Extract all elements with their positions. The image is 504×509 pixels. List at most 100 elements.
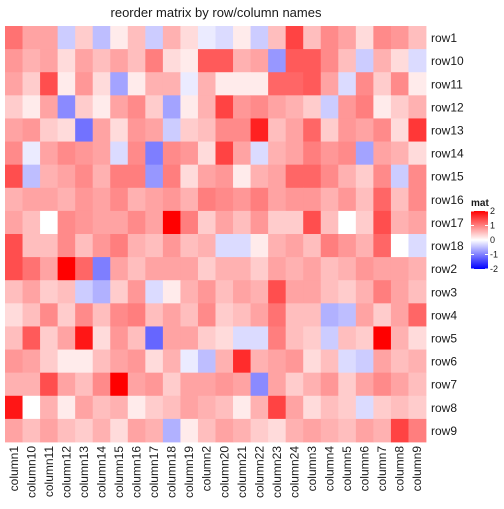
heatmap-cell-row2-column2 [197,257,216,281]
heatmap-cell-row11-column4 [320,72,339,96]
heatmap-cell-row10-column7 [373,49,392,73]
heatmap-cell-row7-column13 [75,372,94,397]
heatmap-cell-row17-column14 [92,210,111,235]
heatmap-cell-row3-column24 [285,280,304,304]
row-label-row15: row15 [431,170,464,184]
heatmap-cell-row4-column12 [57,303,76,327]
heatmap-cell-row12-column11 [40,95,59,119]
column-label-column10: column10 [24,446,38,498]
heatmap-cell-row18-column4 [320,234,339,258]
heatmap-cell-row1-column3 [303,26,322,50]
heatmap-cell-row12-column4 [320,95,339,119]
heatmap-cell-row12-column3 [303,95,322,119]
heatmap-cell-row2-column18 [162,257,181,281]
heatmap-cell-row5-column19 [180,326,199,350]
heatmap-cell-row17-column18 [162,210,181,235]
heatmap-cell-row1-column11 [40,26,59,50]
heatmap-cell-row8-column7 [373,395,392,420]
heatmap-cell-row17-column11 [40,210,59,235]
heatmap-cell-row4-column5 [338,303,357,327]
heatmap-cell-row9-column13 [75,418,94,443]
heatmap-cell-row15-column10 [22,164,41,189]
heatmap-cell-row6-column8 [390,349,409,374]
heatmap-cell-row3-column18 [162,280,181,304]
heatmap-cell-row16-column18 [162,187,181,212]
heatmap-cell-row9-column9 [408,418,427,443]
heatmap-cell-row14-column20 [215,141,234,166]
heatmap-cell-row13-column18 [162,118,181,142]
heatmap-cell-row10-column13 [75,49,94,73]
heatmap-cell-row18-column12 [57,234,76,258]
heatmap-cell-row5-column3 [303,326,322,350]
heatmap-cell-row2-column24 [285,257,304,281]
heatmap-cell-row12-column12 [57,95,76,119]
row-label-row10: row10 [431,54,464,68]
heatmap-cell-row18-column22 [250,234,269,258]
heatmap-cell-row6-column4 [320,349,339,374]
column-label-column18: column18 [165,446,179,498]
heatmap-cell-row5-column6 [355,326,374,350]
heatmap-cell-row7-column1 [5,372,23,397]
heatmap-cell-row12-column8 [390,95,409,119]
heatmap-cell-row13-column9 [408,118,427,142]
heatmap-cell-row13-column2 [197,118,216,142]
heatmap-cell-row9-column15 [110,418,129,443]
heatmap-cell-row15-column23 [268,164,287,189]
heatmap-cell-row2-column7 [373,257,392,281]
heatmap-cell-row14-column4 [320,141,339,166]
heatmap-cell-row14-column13 [75,141,94,166]
heatmap-cell-row16-column4 [320,187,339,212]
heatmap-cell-row7-column21 [233,372,251,397]
heatmap-cell-row9-column14 [92,418,111,443]
heatmap-cell-row16-column16 [127,187,146,212]
heatmap-cell-row4-column14 [92,303,111,327]
heatmap-cell-row7-column14 [92,372,111,397]
heatmap-cell-row4-column15 [110,303,129,327]
heatmap-cell-row14-column23 [268,141,287,166]
heatmap-cell-row7-column17 [145,372,164,397]
heatmap-cell-row3-column16 [127,280,146,304]
heatmap-cell-row3-column2 [197,280,216,304]
heatmap-cell-row3-column15 [110,280,129,304]
heatmap-cell-row7-column23 [268,372,287,397]
heatmap-cell-row13-column11 [40,118,59,142]
heatmap-cell-row4-column3 [303,303,322,327]
heatmap-cell-row11-column17 [145,72,164,96]
heatmap-cell-row6-column3 [303,349,322,374]
heatmap-cell-row16-column22 [250,187,269,212]
heatmap-cell-row2-column12 [57,257,76,281]
heatmap-cell-row12-column18 [162,95,181,119]
heatmap-cell-row8-column1 [5,395,23,420]
heatmap-cell-row15-column16 [127,164,146,189]
heatmap-cell-row8-column8 [390,395,409,420]
heatmap-cell-row18-column15 [110,234,129,258]
heatmap-cell-row12-column17 [145,95,164,119]
heatmap-cell-row8-column14 [92,395,111,420]
heatmap-cell-row14-column17 [145,141,164,166]
heatmap-cell-row5-column22 [250,326,269,350]
heatmap-cell-row15-column2 [197,164,216,189]
heatmap-cell-row15-column12 [57,164,76,189]
heatmap-cell-row2-column20 [215,257,234,281]
heatmap-cell-row17-column22 [250,210,269,235]
heatmap-cell-row8-column11 [40,395,59,420]
heatmap-cell-row16-column20 [215,187,234,212]
heatmap-cell-row2-column22 [250,257,269,281]
heatmap-cell-row15-column8 [390,164,409,189]
heatmap-cell-row1-column23 [268,26,287,50]
heatmap-cell-row3-column5 [338,280,357,304]
column-label-column3: column3 [305,446,319,492]
heatmap-cell-row5-column12 [57,326,76,350]
heatmap-cell-row12-column20 [215,95,234,119]
heatmap-cell-row11-column24 [285,72,304,96]
heatmap-cell-row1-column24 [285,26,304,50]
column-label-column8: column8 [393,446,407,492]
row-label-row9: row9 [431,424,457,438]
heatmap-cell-row14-column15 [110,141,129,166]
heatmap-cell-row9-column21 [233,418,251,443]
heatmap-cell-row7-column5 [338,372,357,397]
heatmap-cell-row6-column24 [285,349,304,374]
heatmap-cell-row16-column15 [110,187,129,212]
heatmap-cell-row1-column2 [197,26,216,50]
